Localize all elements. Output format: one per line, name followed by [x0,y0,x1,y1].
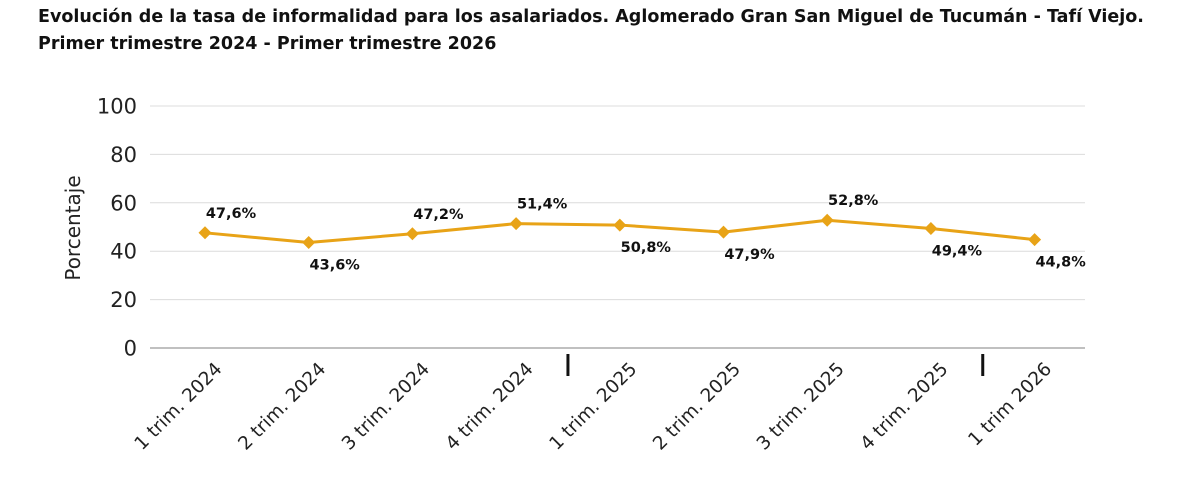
data-point-marker [613,218,627,232]
data-label: 47,9% [724,247,775,263]
chart-title-line-2: Primer trimestre 2024 - Primer trimestre… [38,34,497,54]
data-label: 52,8% [828,193,879,209]
data-point-marker [1028,233,1042,247]
data-point-marker [509,217,523,231]
data-label: 44,8% [1035,255,1086,271]
y-tick-label: 40 [110,240,137,264]
y-axis-title: Porcentaje [61,175,85,280]
data-point-marker [405,227,419,241]
chart-title-line-1: Evolución de la tasa de informalidad par… [38,7,1144,27]
gridlines [150,105,1085,349]
data-label: 47,2% [413,207,464,223]
x-tick-label: 1 trim 2026 [964,359,1056,451]
data-label: 47,6% [206,206,257,222]
chart-title: Evolución de la tasa de informalidad par… [38,4,1188,58]
data-label: 49,4% [932,243,983,259]
x-tick-label: 2 trim. 2024 [234,359,330,455]
series-line-group [198,213,1042,249]
data-point-marker [302,235,316,249]
data-point-marker [198,226,212,240]
x-tick-label: 1 trim. 2025 [546,359,642,455]
y-axis-tick-labels: 0 20 40 60 80 100 [97,95,137,361]
data-point-marker [717,225,730,239]
x-tick-label: 1 trim. 2024 [131,359,227,455]
x-tick-label: 3 trim. 2025 [753,359,849,455]
x-tick-label: 2 trim. 2025 [649,359,745,455]
data-label: 50,8% [621,240,672,256]
y-tick-label: 20 [110,288,137,312]
data-label: 43,6% [310,257,361,273]
data-point-marker [820,213,834,227]
x-tick-label: 4 trim. 2025 [857,359,953,455]
y-tick-label: 0 [124,337,137,361]
y-tick-label: 100 [97,95,137,119]
y-tick-label: 60 [110,191,137,215]
y-tick-label: 80 [110,143,137,167]
x-tick-label: 3 trim. 2024 [338,359,434,455]
data-label-group: 47,6% 43,6% 47,2% 51,4% 50,8% 47,9% 52,8% 49,4%… [206,193,1086,273]
year-separators [566,354,985,376]
data-label: 51,4% [517,197,568,213]
data-point-marker [924,221,938,235]
x-tick-label: 4 trim. 2024 [442,359,538,455]
x-axis-tick-labels: 1 trim. 2024 2 trim. 2024 3 trim. 2024 4 tr… [131,359,1056,455]
